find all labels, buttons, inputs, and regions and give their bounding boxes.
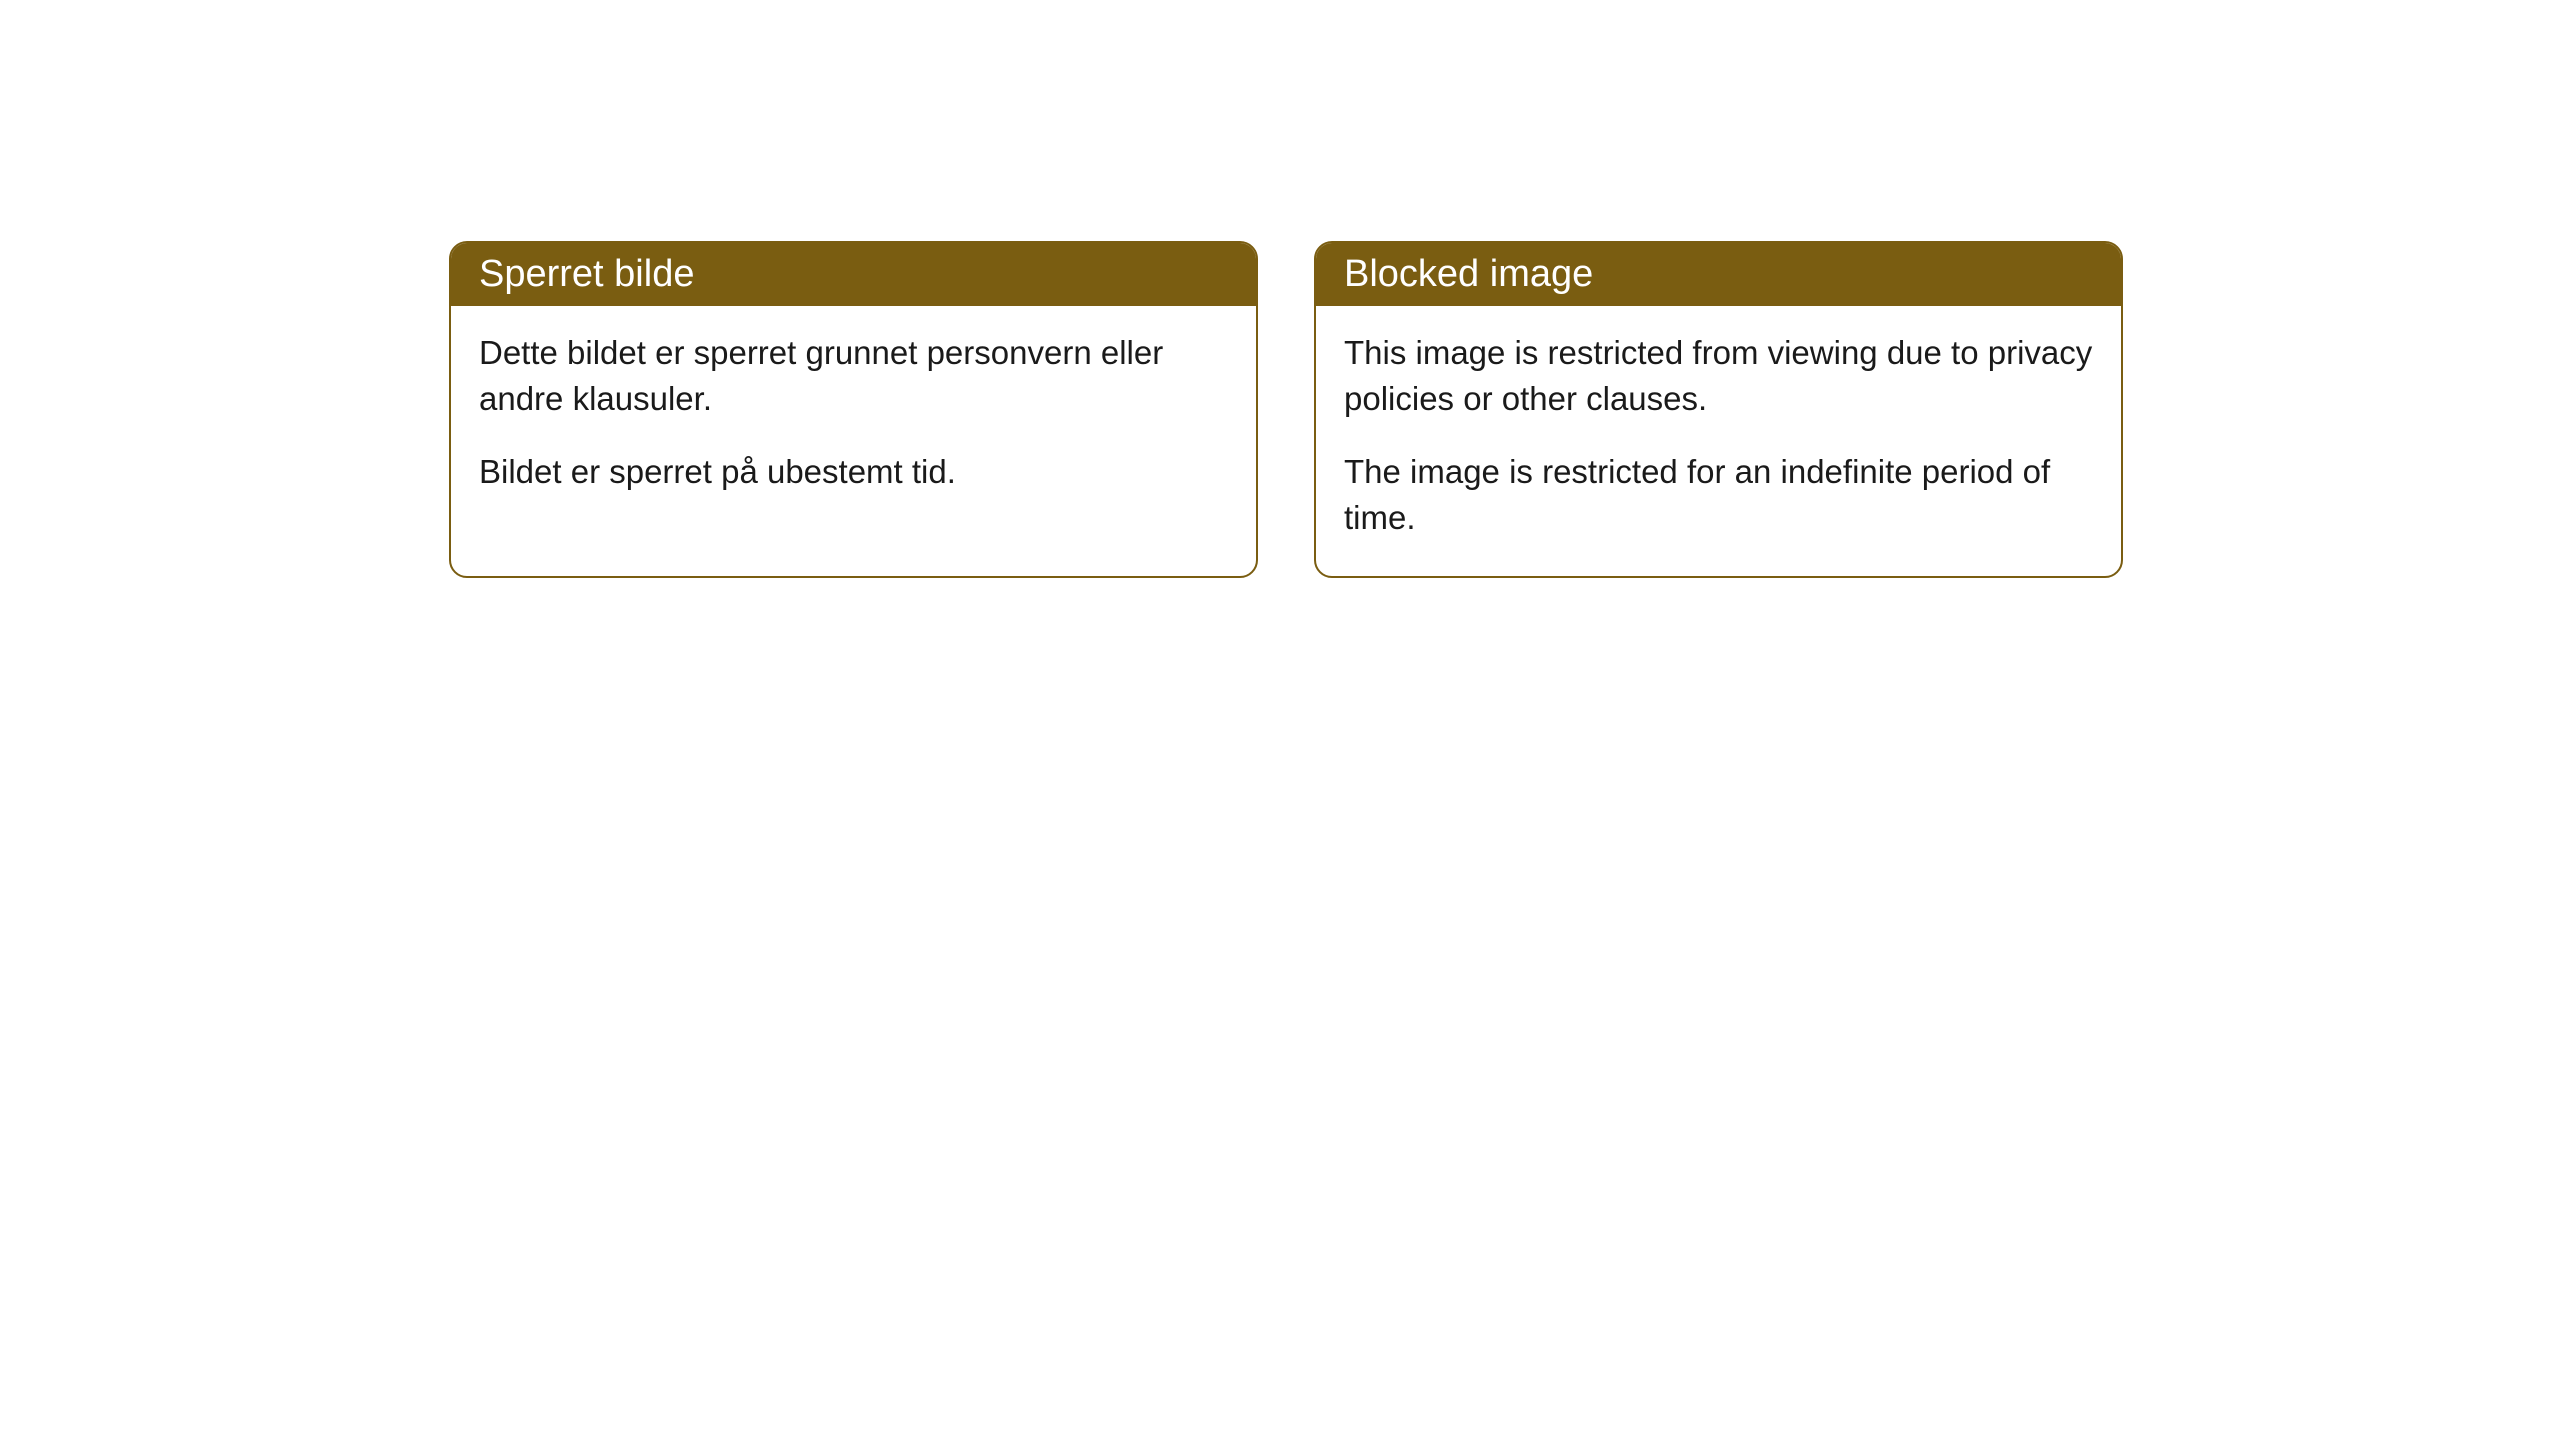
- card-paragraph-1: Dette bildet er sperret grunnet personve…: [479, 330, 1228, 421]
- card-body-norwegian: Dette bildet er sperret grunnet personve…: [451, 306, 1256, 531]
- blocked-image-card-english: Blocked image This image is restricted f…: [1314, 241, 2123, 578]
- card-title: Blocked image: [1344, 253, 1593, 295]
- cards-container: Sperret bilde Dette bildet er sperret gr…: [449, 241, 2123, 578]
- card-header-norwegian: Sperret bilde: [451, 243, 1256, 306]
- card-title: Sperret bilde: [479, 253, 694, 295]
- card-paragraph-2: Bildet er sperret på ubestemt tid.: [479, 449, 1228, 495]
- card-header-english: Blocked image: [1316, 243, 2121, 306]
- blocked-image-card-norwegian: Sperret bilde Dette bildet er sperret gr…: [449, 241, 1258, 578]
- card-body-english: This image is restricted from viewing du…: [1316, 306, 2121, 576]
- card-paragraph-2: The image is restricted for an indefinit…: [1344, 449, 2093, 540]
- card-paragraph-1: This image is restricted from viewing du…: [1344, 330, 2093, 421]
